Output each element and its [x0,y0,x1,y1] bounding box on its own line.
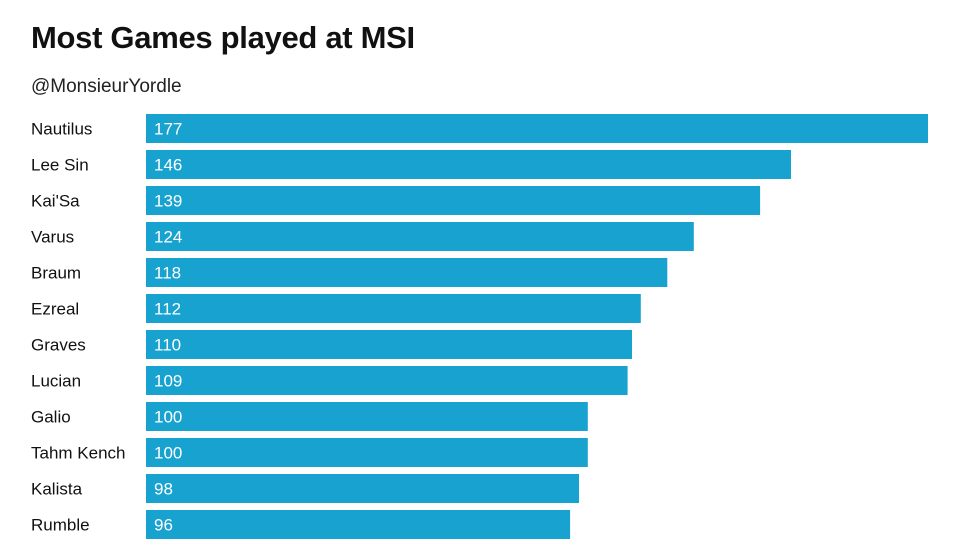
category-label: Kalista [31,480,83,499]
bar [146,366,628,395]
category-label: Varus [31,228,74,247]
category-label: Graves [31,336,86,355]
category-label: Ezreal [31,300,79,319]
bar [146,438,588,467]
category-label: Galio [31,408,71,427]
value-label: 96 [154,516,173,535]
category-label: Lucian [31,372,81,391]
category-label: Lee Sin [31,156,89,175]
bar [146,330,632,359]
category-label: Nautilus [31,120,92,139]
chart-subtitle: @MonsieurYordle [31,76,182,97]
bar [146,510,571,539]
value-label: 139 [154,192,182,211]
bar [146,258,668,287]
value-label: 109 [154,372,182,391]
category-label: Braum [31,264,81,283]
value-label: 98 [154,480,173,499]
bar [146,114,928,143]
value-label: 112 [154,300,181,319]
bar [146,294,641,323]
category-label: Tahm Kench [31,444,126,463]
category-label: Rumble [31,516,90,535]
value-label: 110 [154,336,181,355]
bar [146,402,588,431]
chart-title: Most Games played at MSI [31,20,415,55]
bar [146,222,694,251]
value-label: 118 [154,264,181,283]
value-label: 124 [154,228,182,247]
bar [146,186,761,215]
value-label: 177 [154,120,182,139]
value-label: 100 [154,444,182,463]
value-label: 146 [154,156,182,175]
bar [146,474,579,503]
bar [146,150,791,179]
value-label: 100 [154,408,182,427]
category-label: Kai'Sa [31,192,80,211]
